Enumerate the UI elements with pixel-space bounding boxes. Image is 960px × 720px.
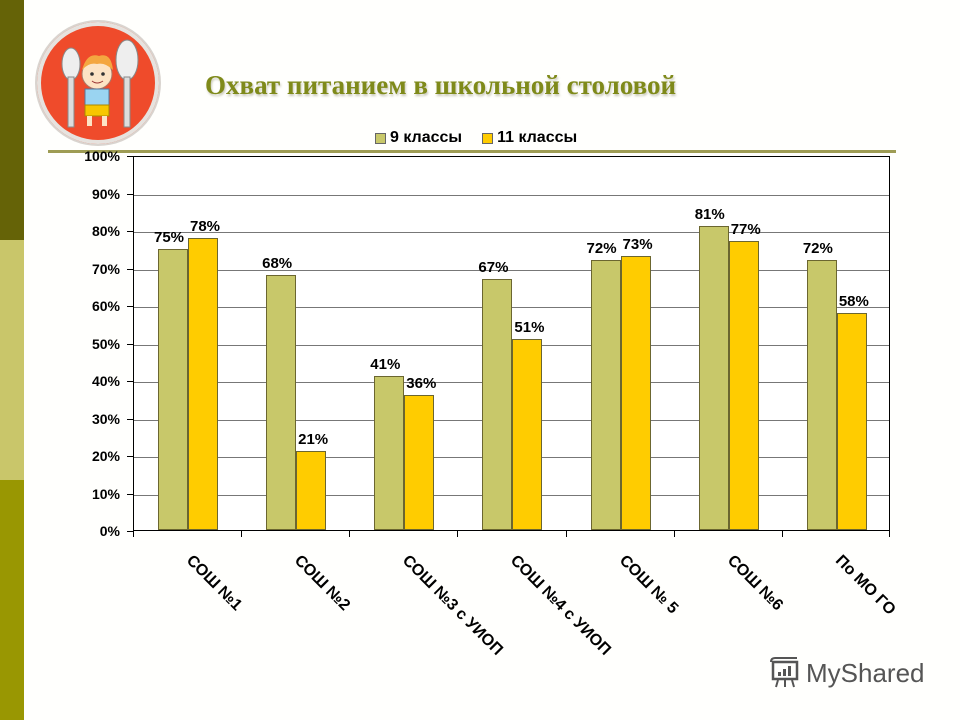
legend-item-11-classes: 11 классы — [482, 129, 577, 147]
x-tick-mark — [889, 531, 890, 537]
bar-value-label: 58% — [838, 292, 869, 310]
bar-11-classes — [404, 395, 435, 530]
y-tick-mark — [127, 343, 133, 345]
bar-value-label: 72% — [586, 240, 617, 257]
y-tick-label: 10% — [91, 485, 120, 502]
y-tick-label: 30% — [91, 410, 120, 427]
legend-label-9-classes: 9 классы — [390, 129, 463, 146]
y-tick-mark — [127, 231, 133, 232]
x-tick-mark — [349, 531, 351, 537]
y-tick-mark — [127, 156, 133, 157]
slide-title: Охват питанием в школьной столовой — [205, 70, 677, 100]
bar-11-classes — [512, 338, 543, 530]
x-category-label: СОШ №6 — [723, 552, 786, 615]
bar-value-label: 73% — [622, 236, 653, 254]
x-category-label: СОШ №2 — [291, 552, 354, 615]
child-with-fork-and-spoon-icon — [37, 22, 159, 144]
y-tick-mark — [127, 306, 133, 307]
watermark-text: MyShared — [806, 657, 925, 688]
bar-value-label: 51% — [514, 318, 545, 336]
x-category-label: СОШ №1 — [182, 552, 246, 615]
legend-swatch-11-classes — [482, 132, 494, 144]
y-tick-mark — [127, 418, 133, 420]
sidebar-olive-segment — [0, 480, 24, 720]
bar-value-label: 78% — [189, 217, 221, 235]
legend-label-11-classes: 11 классы — [497, 129, 578, 146]
bar-value-label: 67% — [478, 258, 509, 276]
gridline — [134, 232, 889, 233]
bar-11-classes — [728, 241, 759, 530]
x-category-label: По МО ГО — [831, 552, 899, 619]
x-tick-mark — [133, 531, 134, 537]
bar-value-label: 41% — [370, 356, 401, 374]
bar-value-label: 72% — [802, 240, 833, 257]
bar-9-classes — [806, 260, 837, 530]
y-tick-mark — [127, 531, 133, 532]
title-divider — [48, 150, 896, 153]
bar-value-label: 68% — [262, 255, 293, 272]
y-tick-label: 40% — [91, 373, 120, 389]
x-tick-mark — [781, 531, 783, 537]
y-tick-mark — [127, 381, 133, 382]
y-tick-label: 70% — [91, 260, 120, 277]
bar-value-label: 77% — [730, 221, 761, 239]
bar-9-classes — [698, 226, 729, 530]
bar-11-classes — [296, 451, 327, 530]
bar-11-classes — [620, 256, 651, 530]
plot-area — [133, 156, 890, 531]
y-tick-label: 20% — [91, 448, 120, 464]
legend-swatch-9-classes — [375, 132, 386, 144]
x-tick-mark — [241, 531, 243, 537]
y-tick-label: 60% — [91, 298, 120, 314]
gridline — [134, 269, 889, 271]
bar-11-classes — [836, 312, 867, 530]
bar-value-label: 81% — [694, 206, 725, 224]
y-tick-mark — [127, 268, 133, 270]
sidebar-dark-segment — [0, 0, 24, 240]
bar-value-label: 36% — [406, 375, 437, 392]
y-tick-mark — [127, 456, 133, 457]
legend-item-9-classes: 9 классы — [375, 129, 462, 147]
watermark: MyShared — [768, 656, 925, 690]
presentation-board-icon — [770, 657, 799, 688]
bar-11-classes — [188, 237, 218, 530]
bar-value-label: 21% — [298, 431, 329, 449]
gridline — [134, 194, 889, 196]
y-tick-label: 0% — [99, 523, 120, 539]
y-tick-label: 50% — [91, 335, 120, 352]
bar-9-classes — [590, 260, 621, 530]
y-tick-mark — [127, 493, 133, 495]
bar-9-classes — [266, 275, 297, 530]
bar-value-label: 75% — [153, 228, 185, 246]
x-tick-mark — [565, 531, 567, 537]
x-tick-mark — [457, 531, 459, 537]
x-tick-mark — [673, 531, 675, 537]
bar-9-classes — [482, 278, 513, 530]
x-category-label: СОШ № 5 — [615, 552, 681, 618]
y-tick-label: 80% — [91, 223, 120, 239]
x-category-label: СОШ №3 с УИОП — [399, 552, 507, 659]
sidebar-light-segment — [0, 240, 24, 480]
y-tick-label: 90% — [91, 185, 120, 202]
y-tick-mark — [127, 193, 133, 195]
bar-9-classes — [158, 248, 188, 530]
y-tick-label: 100% — [84, 148, 120, 164]
x-category-label: СОШ №4 с УИОП — [507, 552, 615, 659]
bar-9-classes — [374, 376, 405, 530]
chart-legend: 9 классы 11 классы — [375, 129, 577, 147]
